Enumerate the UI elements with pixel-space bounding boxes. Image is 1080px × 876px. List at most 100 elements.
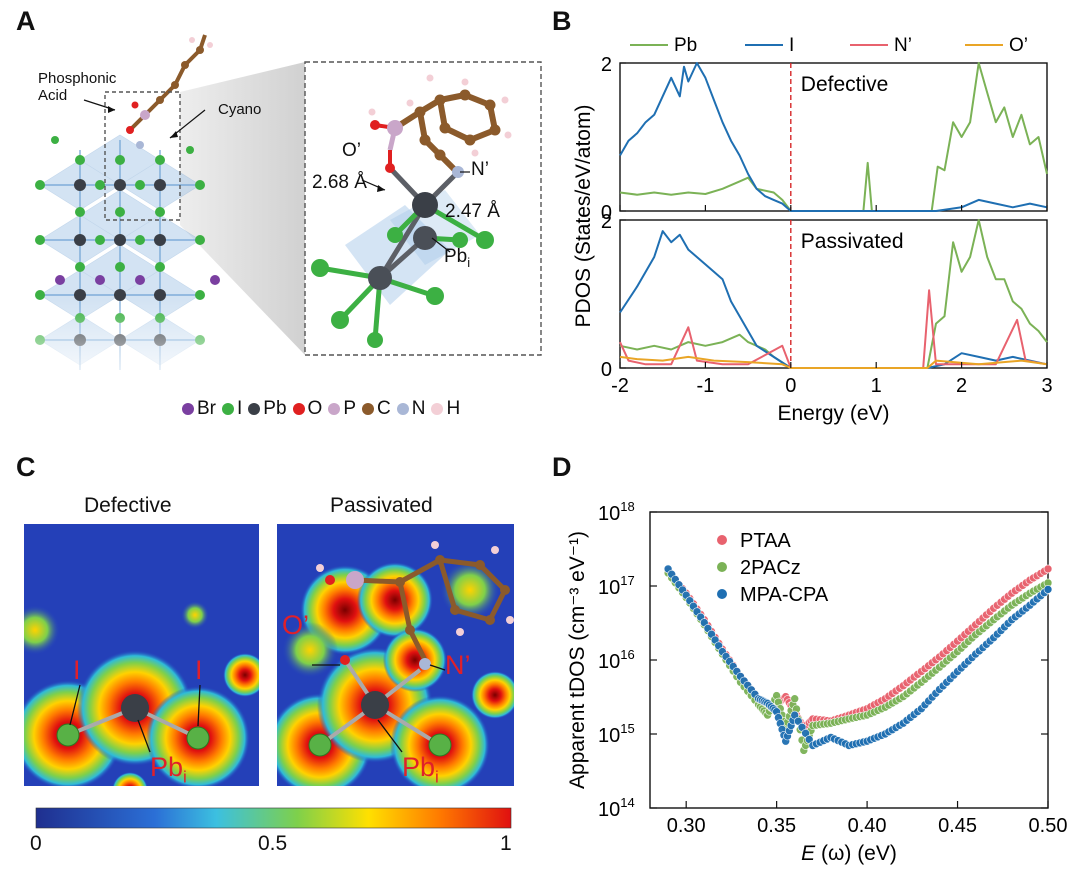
atom-legend-label: Pb — [263, 398, 287, 419]
legend-marker — [717, 562, 727, 572]
panel-letter-c: C — [16, 452, 36, 482]
label-dist-1: 2.68 Å — [312, 172, 367, 193]
atom-legend-label: O — [307, 398, 323, 419]
y-tick-label: 1015 — [598, 721, 635, 747]
legend-label: N’ — [894, 35, 912, 56]
elf-label-pb-right-main: Pb — [402, 752, 436, 782]
x-tick-label: 0.40 — [848, 815, 887, 837]
y-tick-label: 0 — [601, 202, 612, 224]
x-axis-label-italic: E — [801, 842, 816, 865]
legend-marker — [717, 589, 727, 599]
y-tick-label: 1018 — [598, 499, 635, 525]
plot-frame — [649, 511, 1049, 809]
x-tick-label: 0.45 — [938, 815, 977, 837]
atom-legend-item: O — [292, 398, 323, 420]
colorbar-tick-mid: 0.5 — [258, 832, 288, 855]
y-tick-exponent: 15 — [620, 721, 634, 736]
zoomed-structure — [311, 74, 512, 348]
label-phosphonic: Phosphonic — [38, 70, 117, 87]
series-mpacpa — [663, 564, 1053, 750]
data-point — [790, 694, 799, 703]
pdos-line-passivated-o — [619, 355, 1048, 369]
y-tick-base: 10 — [598, 651, 620, 673]
label-acid: Acid — [38, 87, 68, 104]
legend-item-o: O’ — [965, 35, 1028, 56]
atom-legend-item: H — [431, 398, 460, 420]
atom-legend-label: C — [377, 398, 391, 419]
x-axis-label: E (ω) (eV) — [801, 842, 897, 865]
atom-legend-item: N — [396, 398, 426, 420]
selection-box — [104, 91, 181, 221]
atom-legend-label: H — [446, 398, 461, 419]
atom-legend-item: I — [222, 398, 242, 420]
legend-item-n: N’ — [850, 35, 912, 56]
y-tick-base: 10 — [598, 577, 620, 599]
atom-dot-icon — [222, 402, 234, 415]
elf-map-defective — [24, 524, 259, 786]
atom-legend-label: P — [343, 398, 356, 419]
panel-letter-d: D — [552, 452, 572, 482]
label-pb-subscript: i — [467, 254, 471, 270]
elf-map-passivated — [277, 524, 514, 786]
subplot-title: Defective — [801, 73, 889, 96]
x-tick-label: 3 — [1041, 375, 1052, 397]
y-tick-label: 1014 — [598, 795, 635, 821]
label-cyano: Cyano — [218, 101, 262, 118]
atom-dot-icon — [182, 402, 194, 415]
y-tick-exponent: 18 — [620, 499, 634, 514]
y-tick-exponent: 16 — [620, 647, 634, 662]
panel-c-elf-maps — [24, 524, 514, 829]
y-tick-exponent: 14 — [620, 795, 634, 810]
x-tick-label: 2 — [956, 375, 967, 397]
legend-label: O’ — [1009, 35, 1028, 56]
panel-c-title-right: Passivated — [330, 494, 433, 517]
pdos-line-passivated-n — [619, 289, 1048, 369]
atom-dot-icon — [362, 402, 374, 415]
elf-label-pb-left: Pbi — [150, 752, 187, 787]
y-tick-exponent: 17 — [620, 573, 634, 588]
panel-letter-b: B — [552, 6, 572, 36]
y-axis-label: Apparent tDOS (cm⁻³ eV⁻¹) — [566, 531, 589, 789]
x-axis-label: Energy (eV) — [777, 402, 889, 425]
atom-dot-icon — [292, 402, 305, 415]
atom-legend: Br I Pb O P C N H — [182, 398, 460, 420]
panel-c-title-left: Defective — [84, 494, 172, 517]
x-tick-label: 0.50 — [1029, 815, 1068, 837]
y-tick-base: 10 — [598, 799, 620, 821]
label-pb-i: Pbi — [444, 246, 470, 270]
colorbar-tick-1: 1 — [500, 832, 512, 855]
pdos-line-passivated-pb — [619, 219, 1048, 369]
elf-label-pb-right: Pbi — [402, 752, 439, 787]
atom-legend-item: Br — [182, 398, 216, 420]
legend-label: PTAA — [740, 530, 791, 552]
label-dist-2: 2.47 Å — [445, 201, 500, 222]
atom-dot-icon — [328, 402, 341, 415]
legend-label: I — [789, 35, 794, 56]
panel-a-structure — [30, 34, 542, 380]
label-o-prime: O’ — [342, 140, 361, 161]
y-tick-label: 1017 — [598, 573, 635, 599]
x-tick-label: 0.30 — [667, 815, 706, 837]
atom-dot-icon — [248, 402, 261, 415]
y-tick-label: 0 — [601, 359, 612, 381]
legend-label: MPA-CPA — [740, 584, 829, 606]
x-tick-label: 1 — [871, 375, 882, 397]
atom-legend-label: I — [237, 398, 243, 419]
colorbar-tick-0: 0 — [30, 832, 42, 855]
legend-label: Pb — [674, 35, 697, 56]
label-pb: Pb — [444, 246, 468, 267]
elf-label-i-right: I — [195, 655, 203, 685]
atom-dot-icon — [396, 402, 409, 415]
atom-legend-item: P — [328, 398, 356, 420]
legend-marker — [717, 535, 727, 545]
legend-label: 2PACz — [740, 557, 801, 579]
panel-letter-a: A — [16, 6, 36, 36]
atom-legend-label: N — [411, 398, 426, 419]
elf-label-pb-left-sub: i — [183, 767, 187, 787]
elf-label-pb-right-sub: i — [435, 767, 439, 787]
colorbar — [35, 807, 512, 829]
x-axis-label-rest: (ω) (eV) — [815, 842, 897, 865]
label-n-prime: N’ — [471, 159, 489, 180]
y-tick-label: 1016 — [598, 647, 635, 673]
elf-label-n-prime: N’ — [445, 650, 471, 680]
